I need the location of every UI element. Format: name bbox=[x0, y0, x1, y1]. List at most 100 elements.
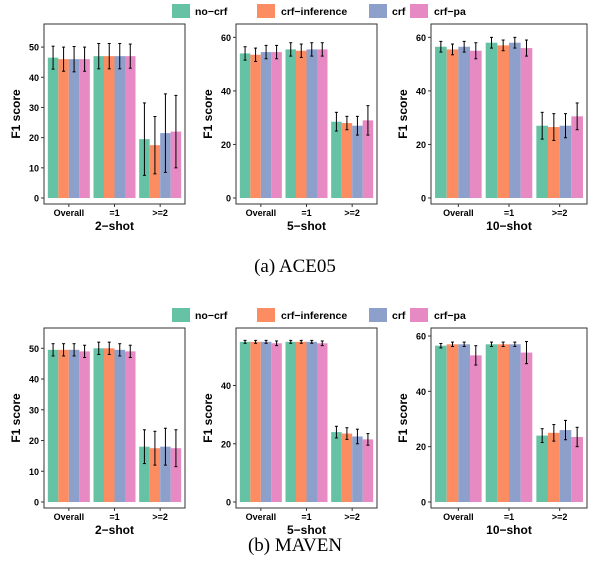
y-tick-label: 30 bbox=[29, 103, 39, 113]
panel-title: 5−shot bbox=[287, 523, 326, 537]
y-tick-label: 0 bbox=[226, 498, 231, 508]
x-tick-label: >=2 bbox=[152, 208, 168, 218]
bar-crf bbox=[114, 56, 126, 199]
legend-swatch-crf-inference bbox=[257, 308, 275, 322]
y-axis-label: F1 score bbox=[201, 393, 215, 443]
y-tick-label: 20 bbox=[221, 140, 231, 150]
y-axis-label: F1 score bbox=[9, 393, 23, 443]
bar-crf-inference bbox=[250, 341, 261, 502]
bar-no-crf bbox=[285, 49, 296, 198]
bar-crf bbox=[559, 125, 572, 198]
y-tick-label: 0 bbox=[34, 194, 39, 204]
legend-swatch-crf bbox=[369, 4, 387, 18]
bar-crf-inference bbox=[497, 45, 509, 198]
legend-swatch-no-crf bbox=[172, 308, 190, 322]
bar-crf-pa bbox=[317, 343, 328, 502]
y-tick-label: 50 bbox=[29, 344, 39, 354]
x-tick-label: >=2 bbox=[344, 208, 360, 218]
panel-title: 10−shot bbox=[486, 219, 532, 233]
y-tick-label: 10 bbox=[29, 163, 39, 173]
y-axis-label: F1 score bbox=[396, 393, 410, 443]
y-tick-label: 60 bbox=[221, 33, 231, 43]
x-tick-label: Overall bbox=[443, 512, 474, 522]
bar-no-crf bbox=[93, 56, 104, 199]
y-tick-label: 60 bbox=[416, 33, 426, 43]
bar-no-crf bbox=[331, 121, 342, 198]
bar-no-crf bbox=[331, 432, 342, 502]
legend-swatch-crf-inference bbox=[257, 4, 275, 18]
bar-crf bbox=[306, 49, 318, 198]
y-axis-label: F1 score bbox=[9, 89, 23, 139]
caption-maven: (b) MAVEN bbox=[247, 535, 343, 556]
legend-label-crf: crf bbox=[392, 310, 406, 322]
bar-crf-inference bbox=[250, 54, 261, 199]
bar-no-crf bbox=[435, 345, 447, 502]
legend-label-crf-inference: crf−inference bbox=[281, 310, 347, 322]
bar-crf bbox=[352, 125, 363, 198]
bar-crf bbox=[260, 52, 272, 199]
y-tick-label: 20 bbox=[29, 436, 39, 446]
bar-no-crf bbox=[47, 349, 59, 502]
legend-swatch-crf-pa bbox=[410, 308, 428, 322]
bar-crf bbox=[68, 59, 80, 198]
panel-title: 2−shot bbox=[95, 523, 134, 537]
x-tick-label: Overall bbox=[443, 208, 474, 218]
y-axis-label: F1 score bbox=[201, 89, 215, 139]
bar-crf bbox=[68, 349, 80, 502]
bar-crf-inference bbox=[548, 432, 560, 502]
x-tick-label: >=2 bbox=[344, 512, 360, 522]
legend-label-crf-pa: crf−pa bbox=[434, 310, 466, 322]
legend-label-crf: crf bbox=[392, 6, 406, 18]
bar-crf-pa bbox=[571, 116, 583, 198]
bar-no-crf bbox=[239, 341, 251, 502]
x-tick-label: Overall bbox=[54, 208, 85, 218]
y-tick-label: 40 bbox=[221, 381, 231, 391]
y-tick-label: 60 bbox=[416, 332, 426, 342]
y-tick-label: 40 bbox=[416, 86, 426, 96]
y-tick-label: 0 bbox=[421, 498, 426, 508]
bar-no-crf bbox=[239, 53, 251, 198]
bar-crf-inference bbox=[446, 344, 459, 502]
bar-no-crf bbox=[139, 446, 150, 502]
bar-crf-pa bbox=[520, 48, 533, 199]
y-tick-label: 40 bbox=[416, 387, 426, 397]
y-tick-label: 30 bbox=[29, 405, 39, 415]
legend-swatch-crf bbox=[369, 308, 387, 322]
y-tick-label: 20 bbox=[416, 442, 426, 452]
bar-crf-inference bbox=[103, 348, 115, 502]
legend-swatch-no-crf bbox=[172, 4, 190, 18]
bar-no-crf bbox=[485, 344, 498, 502]
bar-no-crf bbox=[536, 435, 549, 502]
y-tick-label: 10 bbox=[29, 467, 39, 477]
bar-crf-pa bbox=[271, 52, 282, 199]
panel-title: 5−shot bbox=[287, 219, 326, 233]
bar-crf-pa bbox=[271, 343, 282, 502]
bar-crf-pa bbox=[571, 436, 583, 502]
bar-crf-pa bbox=[469, 355, 482, 502]
caption-ace05: (a) ACE05 bbox=[254, 256, 336, 277]
bar-crf bbox=[260, 341, 272, 502]
y-tick-label: 40 bbox=[221, 86, 231, 96]
y-tick-label: 20 bbox=[221, 439, 231, 449]
bar-no-crf bbox=[285, 341, 296, 502]
bar-crf-pa bbox=[79, 351, 90, 502]
bar-crf-inference bbox=[548, 127, 560, 198]
bar-crf-inference bbox=[295, 341, 307, 502]
y-axis-label: F1 score bbox=[396, 89, 410, 139]
x-tick-label: Overall bbox=[246, 208, 277, 218]
bar-no-crf bbox=[536, 125, 549, 198]
bar-crf-pa bbox=[317, 49, 328, 198]
bar-no-crf bbox=[485, 42, 498, 198]
x-tick-label: =1 bbox=[504, 512, 514, 522]
x-tick-label: =1 bbox=[301, 208, 311, 218]
legend-label-crf-pa: crf−pa bbox=[434, 6, 466, 18]
bar-crf-pa bbox=[520, 352, 533, 502]
y-tick-label: 50 bbox=[29, 43, 39, 53]
bar-crf-pa bbox=[170, 448, 182, 502]
bar-crf-pa bbox=[125, 56, 136, 199]
bar-crf bbox=[559, 430, 572, 502]
bar-crf-inference bbox=[295, 50, 307, 198]
legend-label-crf-inference: crf−inference bbox=[281, 6, 347, 18]
bar-crf-inference bbox=[58, 349, 69, 502]
